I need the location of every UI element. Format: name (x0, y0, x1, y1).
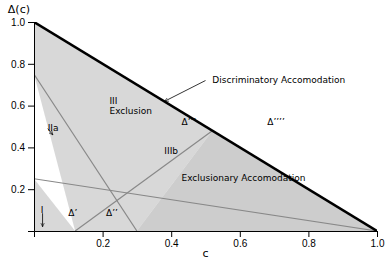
tick-mark (28, 64, 34, 65)
arrows (43, 81, 206, 227)
y-axis: 0.2 0.4 0.6 0.8 1.0 (11, 17, 34, 232)
tick-label: 1.0 (11, 17, 25, 28)
tick-label: 1.0 (371, 238, 385, 249)
annotation: IIa (48, 123, 59, 133)
annotation: Δ’’ (106, 208, 118, 218)
tick: 0.6 (233, 231, 247, 249)
tick-label: 0.4 (11, 142, 25, 153)
plot: 0.2 0.4 0.6 0.8 1.0 0.2 0.4 0.6 0.8 1.0 c Δ(c) Discr… (8, 3, 385, 260)
annotation: Discriminatory Accomodation (212, 75, 345, 85)
annotation: I (41, 205, 44, 215)
tick-mark (308, 231, 309, 237)
marks (34, 22, 377, 231)
region (34, 179, 75, 231)
annotation: Exclusion (109, 106, 151, 116)
y-axis-title: Δ(c) (8, 3, 30, 16)
tick-label: 0.2 (96, 238, 110, 249)
tick: 0.8 (302, 231, 316, 249)
chart: 0.2 0.4 0.6 0.8 1.0 0.2 0.4 0.6 0.8 1.0 c Δ(c) Discr… (0, 0, 389, 261)
annotation: Δ’ (68, 208, 77, 218)
annotation: III (109, 96, 117, 106)
boundary-line (34, 74, 137, 231)
axis-line (35, 232, 378, 238)
tick-mark (240, 231, 241, 237)
tick-label: 0.2 (11, 184, 25, 195)
annotation: Exclusionary Accomodation (181, 173, 305, 183)
main-line (34, 22, 377, 231)
tick: 0.6 (11, 100, 34, 111)
tick-label: 0.6 (11, 100, 25, 111)
tick-label: 0.6 (233, 238, 247, 249)
annotations: Discriminatory Accomodation IIIExclusion I… (41, 75, 345, 218)
tick: 1.0 (371, 231, 385, 249)
tick-mark (377, 231, 378, 237)
region (75, 131, 377, 231)
annotation: Δ’’’ (181, 117, 196, 127)
tick: 1.0 (11, 17, 34, 28)
tick-label: 0.8 (11, 59, 25, 70)
arrow (42, 213, 43, 227)
tick: 0.4 (11, 142, 34, 153)
x-axis: 0.2 0.4 0.6 0.8 1.0 (35, 231, 385, 249)
tick-label: 0.8 (302, 238, 316, 249)
tick: 0.8 (11, 59, 34, 70)
tick: 0.2 (11, 184, 34, 195)
tick-mark (171, 231, 172, 237)
tick-mark (28, 22, 34, 23)
tick-mark (103, 231, 104, 237)
annotation: IIIb (164, 146, 178, 156)
axis-line (28, 23, 35, 232)
tick-label: 0.4 (165, 238, 179, 249)
tick: 0.4 (165, 231, 179, 249)
tick-mark (28, 189, 34, 190)
arrow (164, 81, 205, 102)
tick-mark (28, 106, 34, 107)
tick: 0.2 (96, 231, 110, 249)
tick-mark (28, 147, 34, 148)
annotation: Δ’’’’ (267, 117, 285, 127)
x-axis-title: c (202, 247, 208, 260)
